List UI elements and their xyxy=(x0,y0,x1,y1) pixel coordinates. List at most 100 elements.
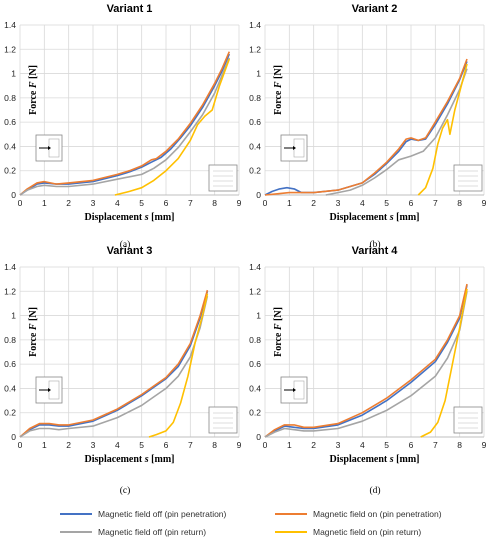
x-tick-label: 5 xyxy=(139,440,144,450)
y-axis-label: Force F [N] xyxy=(28,65,39,115)
specimen-inset-icon xyxy=(280,376,308,404)
panel-caption: (a) xyxy=(120,239,131,250)
panel-caption: (b) xyxy=(369,239,380,250)
x-tick-label: 3 xyxy=(336,440,341,450)
y-tick-label: 1.4 xyxy=(249,262,261,272)
y-axis-label-part: [N] xyxy=(273,65,284,81)
series-line-2 xyxy=(264,58,468,196)
y-tick-label: 1.4 xyxy=(4,262,16,272)
y-axis-label-part: [N] xyxy=(273,307,284,323)
x-tick-label: 2 xyxy=(311,198,316,208)
figure-panels: 0 0.2 0.4 0.6 0.8 1 1.2 1.4 0 1 2 3 4 5 6 7 8 9 Variant 1 D… xyxy=(4,3,487,496)
x-axis-label-part: Displacement xyxy=(84,212,144,223)
x-axis-label: Displacement s [mm] xyxy=(84,212,174,223)
x-tick-label: 9 xyxy=(237,198,242,208)
legend-label: Magnetic field on (pin return) xyxy=(313,527,422,537)
x-tick-label: 7 xyxy=(188,440,193,450)
y-tick-label: 0.4 xyxy=(4,141,16,151)
x-tick-label: 3 xyxy=(336,198,341,208)
x-axis-label-part: s xyxy=(144,212,149,223)
x-tick-label: 9 xyxy=(482,198,487,208)
y-axis-label-part: Force xyxy=(28,88,39,115)
y-axis-label: Force F [N] xyxy=(28,307,39,357)
y-tick-label: 0.2 xyxy=(4,166,16,176)
x-tick-label: 3 xyxy=(91,440,96,450)
x-tick-label: 8 xyxy=(212,198,217,208)
y-tick-label: 0.2 xyxy=(4,408,16,418)
y-tick-label: 1.2 xyxy=(4,44,16,54)
x-tick-label: 1 xyxy=(42,440,47,450)
y-tick-label: 1 xyxy=(256,311,261,321)
series-line-3 xyxy=(325,68,468,196)
x-tick-label: 2 xyxy=(311,440,316,450)
x-tick-label: 4 xyxy=(115,440,120,450)
x-axis-label: Displacement s [mm] xyxy=(329,212,419,223)
y-tick-label: 0.4 xyxy=(249,383,261,393)
x-tick-label: 7 xyxy=(188,198,193,208)
x-axis-label-part: Displacement xyxy=(329,454,389,465)
x-tick-label: 6 xyxy=(409,198,414,208)
legend-item-field-on-penetration: Magnetic field on (pin penetration) xyxy=(275,509,442,519)
y-tick-label: 1 xyxy=(256,69,261,79)
field-inset-icon xyxy=(453,164,483,192)
legend-swatch xyxy=(60,513,92,515)
x-axis-label-part: Displacement xyxy=(329,212,389,223)
y-axis-label-part: Force xyxy=(273,330,284,357)
y-tick-label: 0.8 xyxy=(249,335,261,345)
legend-item-field-off-penetration: Magnetic field off (pin penetration) xyxy=(60,509,226,519)
inset-frame xyxy=(453,406,483,434)
x-tick-label: 1 xyxy=(287,198,292,208)
chart-title: Variant 4 xyxy=(352,245,399,257)
series-line-1 xyxy=(19,291,209,438)
x-axis-label-part: s xyxy=(389,454,394,465)
x-tick-label: 6 xyxy=(409,440,414,450)
chart-title: Variant 2 xyxy=(352,3,398,15)
inset-arrowhead xyxy=(293,388,296,392)
inset-frame xyxy=(453,164,483,192)
series-line-3 xyxy=(264,291,468,438)
x-axis-label-part: [mm] xyxy=(394,454,420,465)
specimen-inset-icon xyxy=(280,134,308,162)
legend: Magnetic field off (pin penetration) Mag… xyxy=(0,500,501,550)
x-tick-label: 4 xyxy=(115,198,120,208)
field-inset-icon xyxy=(208,164,238,192)
inset-arrowhead xyxy=(48,388,51,392)
x-tick-label: 4 xyxy=(360,198,365,208)
chart-title: Variant 1 xyxy=(107,3,153,15)
y-tick-label: 1.2 xyxy=(249,44,261,54)
y-axis-label-part: F xyxy=(28,81,39,89)
x-tick-label: 8 xyxy=(212,440,217,450)
y-axis-label-part: F xyxy=(273,323,284,331)
chart-panel-2: 0 0.2 0.4 0.6 0.8 1 1.2 1.4 0 1 2 3 4 5 6 7 8 9 Variant 2 D… xyxy=(249,3,486,223)
y-tick-label: 0.8 xyxy=(4,335,16,345)
legend-swatch xyxy=(60,531,92,533)
field-inset-icon xyxy=(453,406,483,434)
y-tick-label: 1 xyxy=(11,69,16,79)
y-tick-label: 0.8 xyxy=(249,93,261,103)
inset-frame xyxy=(208,164,238,192)
y-tick-label: 1 xyxy=(11,311,16,321)
chart-panel-1: 0 0.2 0.4 0.6 0.8 1 1.2 1.4 0 1 2 3 4 5 6 7 8 9 Variant 1 D… xyxy=(4,3,241,223)
series-line-2 xyxy=(19,51,231,196)
series-line-4 xyxy=(148,293,209,438)
series-line-1 xyxy=(264,285,468,438)
x-axis-label-part: [mm] xyxy=(149,454,175,465)
y-tick-label: 0 xyxy=(11,190,16,200)
panel-caption: (c) xyxy=(120,485,131,496)
x-tick-label: 7 xyxy=(433,440,438,450)
x-axis-label-part: s xyxy=(389,212,394,223)
series-line-2 xyxy=(19,289,209,438)
series-line-3 xyxy=(19,295,209,438)
y-axis-label-part: Force xyxy=(28,330,39,357)
x-tick-label: 0 xyxy=(263,440,268,450)
x-tick-label: 9 xyxy=(482,440,487,450)
x-tick-label: 0 xyxy=(18,440,23,450)
y-tick-label: 1.4 xyxy=(249,20,261,30)
x-axis-label: Displacement s [mm] xyxy=(329,454,419,465)
x-tick-label: 8 xyxy=(457,440,462,450)
x-tick-label: 6 xyxy=(164,198,169,208)
x-axis-label-part: [mm] xyxy=(149,212,175,223)
y-axis-label-part: [N] xyxy=(28,65,39,81)
y-tick-label: 0.6 xyxy=(249,117,261,127)
series-line-4 xyxy=(420,288,468,438)
